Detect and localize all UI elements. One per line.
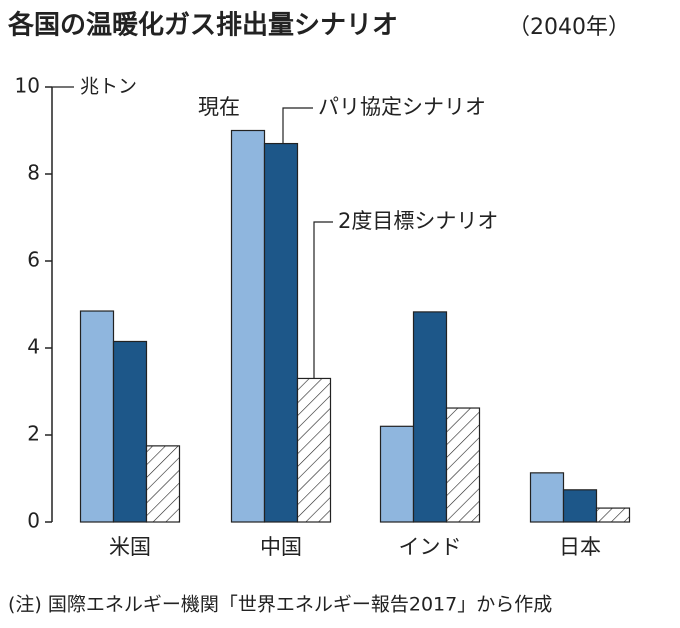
bar	[562, 489, 598, 523]
legend-leader	[282, 107, 313, 144]
legend-leader	[313, 221, 333, 379]
bar	[230, 129, 266, 523]
bar	[296, 377, 332, 523]
y-tick-label: 10	[15, 74, 40, 98]
y-tick-label: 6	[27, 248, 40, 272]
bar	[263, 142, 299, 523]
bar	[79, 310, 115, 523]
x-tick-label: 米国	[109, 535, 151, 559]
bar	[595, 507, 631, 523]
y-tick-label: 4	[27, 335, 40, 359]
bar	[445, 407, 481, 523]
y-tick-label: 0	[27, 509, 40, 533]
y-tick-label: 8	[27, 161, 40, 185]
y-tick-label: 2	[27, 422, 40, 446]
bar	[145, 445, 181, 523]
note: (注) 国際エネルギー機関「世界エネルギー報告2017」から作成	[8, 594, 552, 616]
chart-title: 各国の温暖化ガス排出量シナリオ	[7, 10, 398, 41]
x-tick-label: インド	[399, 535, 462, 559]
x-tick-label: 中国	[260, 535, 302, 559]
legend-label: 現在	[198, 95, 240, 119]
bar	[412, 311, 448, 523]
legend-label: パリ協定シナリオ	[318, 95, 486, 119]
bar	[379, 425, 415, 523]
x-tick-label: 日本	[559, 535, 601, 559]
y-unit: 兆トン	[80, 76, 137, 98]
chart-subtitle: （2040年）	[508, 15, 630, 40]
legend-label: 2度目標シナリオ	[338, 209, 498, 233]
bar	[112, 340, 148, 523]
bar	[529, 472, 565, 523]
